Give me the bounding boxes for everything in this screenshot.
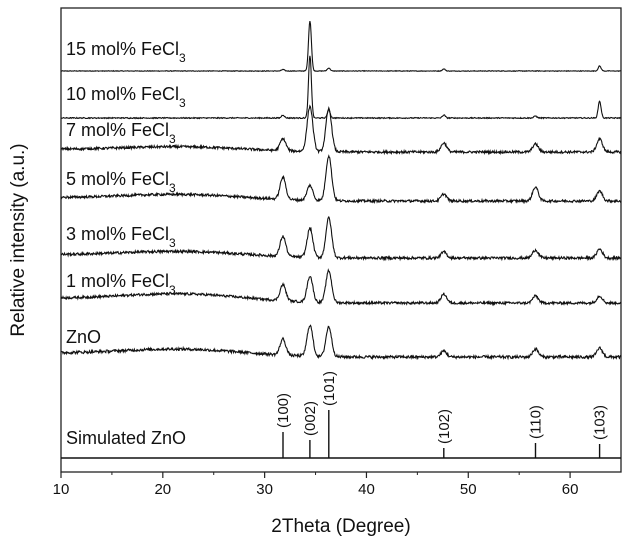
hkl-label-1: (002) — [302, 401, 319, 436]
series-trace-1 — [60, 55, 622, 120]
hkl-labels-group: (100) (002)(101) (102) (110) (103) — [275, 371, 609, 444]
series-trace-6 — [60, 324, 622, 361]
x-tick-label-5: 60 — [562, 481, 579, 498]
series-trace-3 — [60, 154, 622, 205]
hkl-label-4: (110) — [528, 405, 545, 439]
series-label-6: ZnO — [66, 327, 101, 347]
x-tick-label-1: 20 — [154, 481, 171, 498]
y-axis-label: Relative intensity (a.u.) — [8, 143, 29, 336]
series-trace-0 — [60, 20, 622, 73]
series-label-subscript: 3 — [169, 132, 176, 146]
hkl-label-5: (103) — [592, 405, 609, 440]
series-trace-4 — [60, 215, 621, 262]
series-label-3: 5 mol% FeCl3 — [66, 169, 176, 195]
hkl-label-0: (100) — [275, 393, 292, 428]
series-label-1: 10 mol% FeCl3 — [66, 84, 186, 110]
series-label-subscript: 3 — [179, 51, 186, 65]
plot-frame — [60, 7, 622, 473]
series-trace-2 — [60, 104, 622, 156]
x-tick-label-0: 10 — [53, 481, 70, 498]
x-axis-label: 2Theta (Degree) — [271, 516, 410, 537]
hkl-label-2: (101) — [321, 371, 338, 406]
x-ticks-group: 10 20 30 40 50 60 — [53, 472, 579, 498]
series-label-2: 7 mol% FeCl3 — [66, 120, 176, 146]
series-label-7: Simulated ZnO — [66, 428, 186, 448]
x-tick-label-3: 40 — [358, 481, 375, 498]
series-label-0: 15 mol% FeCl3 — [66, 39, 186, 65]
series-trace-7 — [61, 410, 621, 459]
hkl-label-3: (102) — [436, 409, 453, 444]
series-label-subscript: 3 — [169, 283, 176, 297]
x-tick-label-4: 50 — [460, 481, 477, 498]
series-trace-5 — [60, 268, 622, 307]
series-labels-group: 15 mol% FeCl3 10 mol% FeCl3 7 mol% FeCl3 5 … — [66, 39, 186, 448]
series-label-subscript: 3 — [169, 236, 176, 250]
x-tick-label-2: 30 — [256, 481, 273, 498]
traces-group — [60, 20, 622, 459]
series-label-subscript: 3 — [179, 96, 186, 110]
series-label-5: 1 mol% FeCl3 — [66, 271, 176, 297]
series-label-4: 3 mol% FeCl3 — [66, 224, 176, 250]
series-label-subscript: 3 — [169, 181, 176, 195]
